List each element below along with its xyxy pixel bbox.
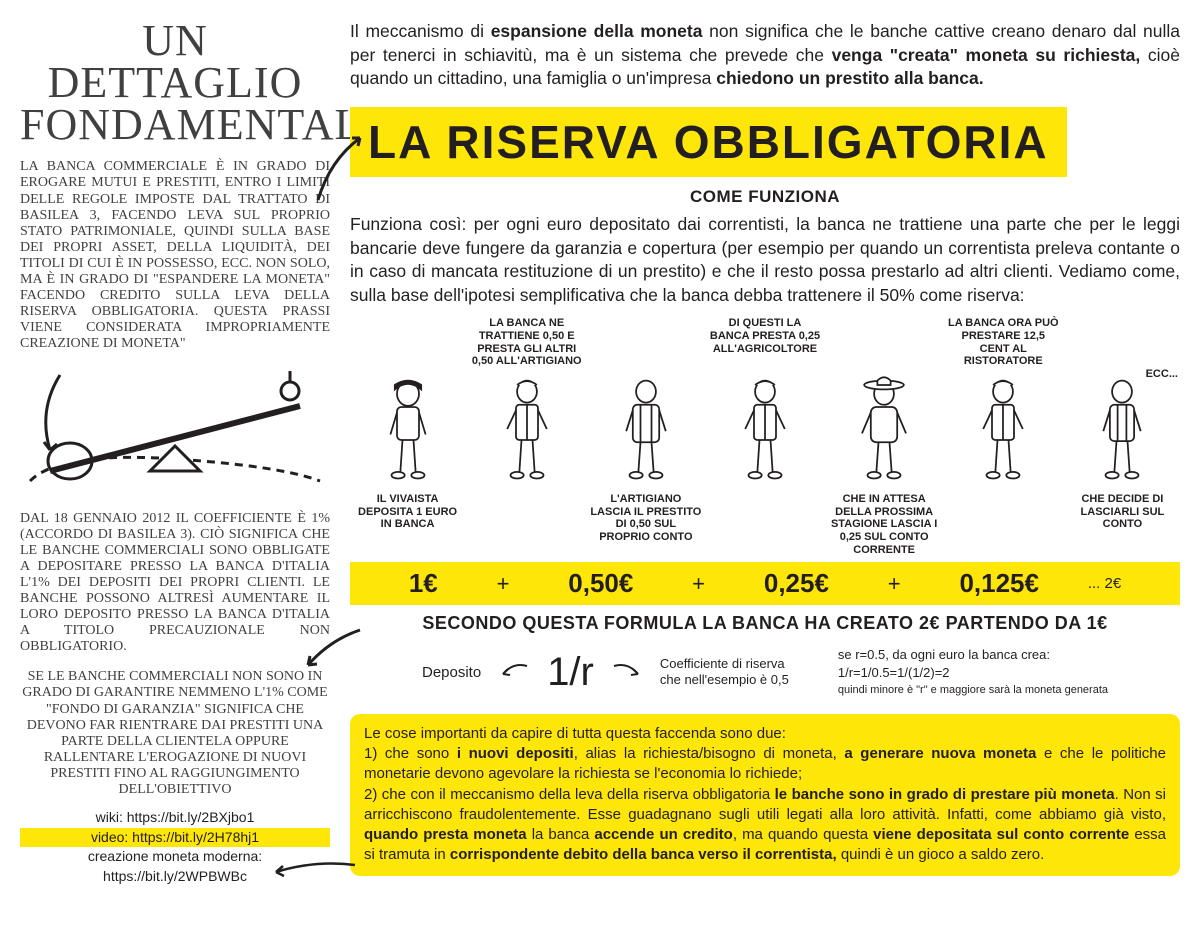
- math-v3: 0,25€: [764, 568, 829, 599]
- formula-calc: se r=0.5, da ogni euro la banca crea: 1/…: [838, 646, 1108, 698]
- person-artigiano: [588, 374, 703, 489]
- formula-head: SECONDO QUESTA FORMULA LA BANCA HA CREAT…: [350, 613, 1180, 634]
- left-para-2: Dal 18 gennaio 2012 il coefficiente è 1%…: [20, 511, 330, 656]
- calc3: quindi minore è "r" e maggiore sarà la m…: [838, 683, 1108, 698]
- calc1: se r=0.5, da ogni euro la banca crea:: [838, 646, 1108, 664]
- person-bank-3: [946, 374, 1061, 489]
- link-creation-url: https://bit.ly/2WPBWBc: [20, 867, 330, 887]
- math-bar: 1€ + 0,50€ + 0,25€ + 0,125€ ... 2€: [350, 562, 1180, 605]
- upper-cap-1: LA BANCA NE TRATTIENE 0,50 E PRESTA GLI …: [469, 317, 584, 368]
- person-ristoratore: [1065, 374, 1180, 489]
- arrow-left-icon: [499, 660, 529, 684]
- person-vivaista: [350, 374, 465, 489]
- left-column: UN DETTAGLIO FONDAMENTALE La banca comme…: [20, 20, 330, 886]
- person-bank-2: [707, 374, 822, 489]
- lower-cap-6: CHE DECIDE DI LASCIARLI SUL CONTO: [1065, 493, 1180, 531]
- lower-cap-0: IL VIVAISTA DEPOSITA 1 EURO IN BANCA: [350, 493, 465, 531]
- person-bank-1: [469, 374, 584, 489]
- math-v2: 0,50€: [568, 568, 633, 599]
- intro-paragraph: Il meccanismo di espansione della moneta…: [350, 20, 1180, 91]
- calc2: 1/r=1/0.5=1/(1/2)=2: [838, 664, 1108, 682]
- arrow-right-icon: [612, 660, 642, 684]
- left-para-3: Se le banche commerciali non sono in gra…: [20, 669, 330, 798]
- ecc-label: ECC...: [1146, 368, 1178, 380]
- upper-cap-3: DI QUESTI LA BANCA PRESTA 0,25 ALL'AGRIC…: [707, 317, 822, 355]
- lower-cap-2: L'ARTIGIANO LASCIA IL PRESTITO DI 0,50 S…: [588, 493, 703, 544]
- seesaw-illustration: [20, 361, 330, 501]
- link-wiki: wiki: https://bit.ly/2BXjbo1: [20, 808, 330, 828]
- math-v1: 1€: [409, 568, 438, 599]
- left-title: UN DETTAGLIO FONDAMENTALE: [20, 20, 330, 145]
- lower-cap-4: CHE IN ATTESA DELLA PROSSIMA STAGIONE LA…: [827, 493, 942, 556]
- formula-coeff: Coefficiente di riserva che nell'esempio…: [660, 656, 790, 687]
- upper-captions: LA BANCA NE TRATTIENE 0,50 E PRESTA GLI …: [350, 317, 1180, 368]
- subhead: COME FUNZIONA: [350, 187, 1180, 207]
- left-links: wiki: https://bit.ly/2BXjbo1 video: http…: [20, 808, 330, 886]
- math-tail: ... 2€: [1088, 575, 1121, 592]
- right-column: Il meccanismo di espansione della moneta…: [350, 20, 1180, 876]
- math-plus3: +: [888, 571, 901, 597]
- formula-deposito: Deposito: [422, 664, 481, 681]
- link-video: video: https://bit.ly/2H78hj1: [20, 828, 330, 848]
- math-plus2: +: [692, 571, 705, 597]
- person-agricoltore: [827, 374, 942, 489]
- summary-box: Le cose importanti da capire di tutta qu…: [350, 714, 1180, 876]
- formula-one-over-r: 1/r: [547, 650, 594, 695]
- lower-captions: IL VIVAISTA DEPOSITA 1 EURO IN BANCA L'A…: [350, 493, 1180, 556]
- link-creation-label: creazione moneta moderna:: [20, 847, 330, 867]
- math-plus1: +: [497, 571, 510, 597]
- math-v4: 0,125€: [959, 568, 1039, 599]
- people-row: [350, 374, 1180, 489]
- left-para-1: La banca commerciale è in grado di eroga…: [20, 159, 330, 352]
- formula-row: Deposito 1/r Coefficiente di riserva che…: [350, 646, 1180, 698]
- explain-paragraph: Funziona così: per ogni euro depositato …: [350, 213, 1180, 308]
- big-yellow-title: LA RISERVA OBBLIGATORIA: [350, 107, 1067, 177]
- upper-cap-5: LA BANCA ORA PUÒ PRESTARE 12,5 CENT AL R…: [946, 317, 1061, 368]
